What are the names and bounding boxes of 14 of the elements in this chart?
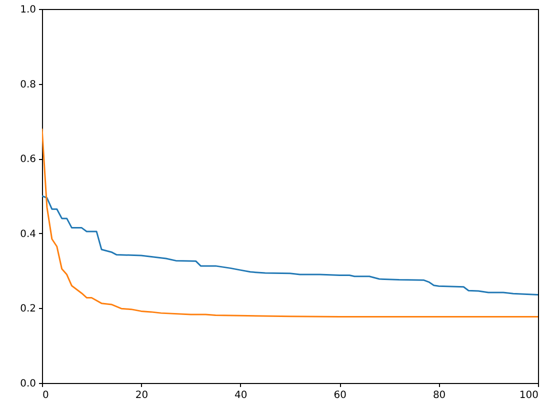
x-tick-label: 100: [519, 390, 538, 401]
y-tick-label: 0.4: [20, 228, 36, 240]
line-series: [42, 195, 538, 296]
y-tick-label: 0.0: [20, 378, 36, 390]
x-tick-label: 20: [135, 390, 148, 401]
y-tick-label: 0.8: [20, 79, 36, 90]
line-series: [42, 128, 538, 318]
y-tick-label: 0.6: [20, 154, 36, 166]
x-tick-label: 80: [432, 390, 446, 401]
y-tick-label: 1.0: [20, 4, 36, 16]
x-tick-label: 40: [234, 390, 248, 401]
x-tick-label: 60: [334, 390, 346, 401]
x-tick-label: 0: [42, 390, 49, 401]
y-tick-label: 0.2: [20, 304, 36, 315]
